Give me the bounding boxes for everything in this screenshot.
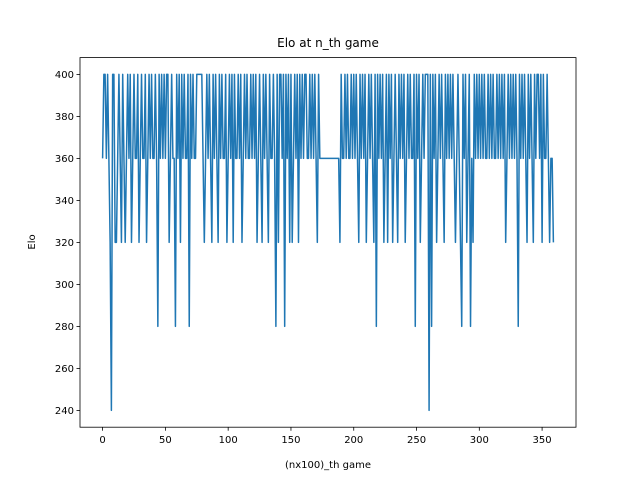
chart-title: Elo at n_th game	[277, 36, 379, 50]
y-tick-label: 280	[55, 322, 74, 333]
y-tick-label: 260	[55, 364, 74, 375]
x-tick-label: 200	[344, 435, 363, 446]
x-tick-label: 100	[219, 435, 238, 446]
x-tick-label: 350	[533, 435, 552, 446]
y-tick-label: 320	[55, 238, 74, 249]
y-tick-label: 380	[55, 112, 74, 123]
y-tick-label: 360	[55, 154, 74, 165]
x-tick-label: 250	[407, 435, 426, 446]
x-tick-label: 300	[470, 435, 489, 446]
x-tick-label: 0	[99, 435, 105, 446]
x-tick-label: 150	[281, 435, 300, 446]
y-tick-label: 400	[55, 70, 74, 81]
x-axis-label: (nx100)_th game	[285, 460, 371, 471]
axes-frame	[79, 57, 577, 428]
x-tick-label: 50	[159, 435, 172, 446]
line	[101, 73, 555, 412]
y-tick-label: 300	[55, 280, 74, 291]
y-tick-label: 340	[55, 196, 74, 207]
y-tick-label: 240	[55, 406, 74, 417]
y-axis-label: Elo	[27, 234, 38, 249]
